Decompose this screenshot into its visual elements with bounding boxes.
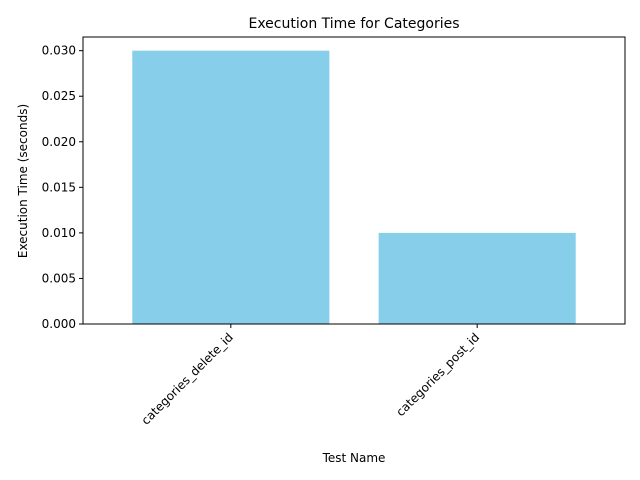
y-tick-label: 0.015 (42, 180, 76, 194)
y-axis-label: Execution Time (seconds) (16, 104, 30, 258)
bar-categories_post_id (378, 232, 576, 324)
x-tick-label: categories_delete_id (139, 330, 236, 427)
x-tick-label: categories_post_id (393, 330, 482, 419)
bars (132, 50, 576, 325)
y-tick-label: 0.020 (42, 135, 76, 149)
y-axis: 0.000 0.005 0.010 0.015 0.020 0.025 0.030 (42, 44, 83, 331)
y-tick-label: 0.025 (42, 89, 76, 103)
y-tick-label: 0.000 (42, 317, 76, 331)
y-tick-label: 0.010 (42, 226, 76, 240)
x-axis-label: Test Name (322, 451, 386, 465)
chart-title: Execution Time for Categories (248, 16, 459, 32)
plot-frame (82, 36, 626, 325)
bar-categories_delete_id (132, 50, 330, 325)
x-axis: categories_delete_id categories_post_id (139, 324, 482, 428)
y-tick-label: 0.030 (42, 44, 76, 58)
y-tick-label: 0.005 (42, 271, 76, 285)
